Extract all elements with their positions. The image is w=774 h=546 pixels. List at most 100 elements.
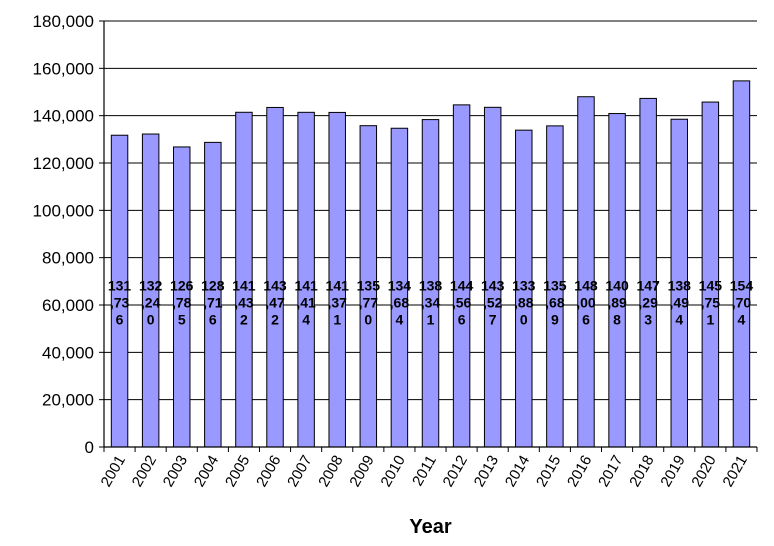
y-axis-ticks: 0 20,000 40,000 60,000 80,000 100,000 120,000 1… <box>33 12 104 457</box>
y-tick-label: 120,000 <box>33 154 94 173</box>
bar-value-label: 4 <box>738 312 746 328</box>
bar-value-label: ,34 <box>421 295 441 311</box>
x-tick-label: 2004 <box>191 453 222 490</box>
bar-value-label: 145 <box>699 278 723 294</box>
bar-value-label: ,43 <box>234 295 254 311</box>
y-tick-label: 180,000 <box>33 12 94 31</box>
bar-value-label: 2 <box>240 312 248 328</box>
bar-value-label: 138 <box>419 278 443 294</box>
x-tick-label: 2013 <box>471 453 502 490</box>
x-tick-label: 2012 <box>440 453 471 490</box>
bar-value-label: 2 <box>271 312 279 328</box>
x-axis-title: Year <box>409 516 451 538</box>
bar-value-label: 135 <box>357 278 381 294</box>
bar-value-label: 6 <box>209 312 217 328</box>
bar-value-label: ,29 <box>638 295 658 311</box>
bar-value-label: 9 <box>551 312 559 328</box>
bar-2020 <box>701 101 720 448</box>
bar-value-label: 135 <box>543 278 567 294</box>
bar-value-label: ,71 <box>203 295 223 311</box>
bar-value-label: 1 <box>333 312 341 328</box>
data-labels: 131,736132,240126,785128,716141,432143,4… <box>108 278 753 328</box>
bar-value-label: ,24 <box>141 295 161 311</box>
x-tick-label: 2015 <box>533 453 564 490</box>
bar-value-label: 4 <box>396 312 404 328</box>
x-tick-label: 2005 <box>222 453 253 490</box>
bar-value-label: 0 <box>364 312 372 328</box>
y-tick-label: 0 <box>85 438 94 457</box>
x-tick-label: 2002 <box>129 453 160 490</box>
x-tick-label: 2011 <box>409 453 440 489</box>
bar-value-label: 6 <box>116 312 124 328</box>
y-tick-label: 40,000 <box>42 343 94 362</box>
x-tick-label: 2019 <box>657 453 688 490</box>
bar-value-label: ,73 <box>110 295 130 311</box>
bar-value-label: 132 <box>139 278 163 294</box>
bar-value-label: 141 <box>326 278 350 294</box>
x-tick-label: 2021 <box>720 453 751 490</box>
bar-value-label: ,37 <box>327 295 347 311</box>
y-tick-label: 100,000 <box>33 201 94 220</box>
bar-2012 <box>452 104 471 448</box>
bar-value-label: 147 <box>636 278 660 294</box>
y-tick-label: 140,000 <box>33 107 94 126</box>
x-tick-label: 2007 <box>284 453 315 490</box>
bar-value-label: 3 <box>644 312 652 328</box>
bar-value-label: ,68 <box>545 295 565 311</box>
bar-value-label: ,49 <box>670 295 690 311</box>
bar-value-label: ,56 <box>452 295 472 311</box>
bar-value-label: ,52 <box>483 295 503 311</box>
bar-value-label: 5 <box>178 312 186 328</box>
bar-value-label: 7 <box>489 312 497 328</box>
bar-value-label: 133 <box>512 278 536 294</box>
bar-value-label: 4 <box>302 312 310 328</box>
bar-value-label: 141 <box>294 278 318 294</box>
bar-2021 <box>732 80 751 448</box>
y-tick-label: 20,000 <box>42 391 94 410</box>
bar-2018 <box>639 97 657 448</box>
x-axis-ticks: 2001 2002 2003 2004 2005 2006 2007 2008 2009 2010… <box>98 447 758 490</box>
bar-value-label: ,41 <box>296 295 316 311</box>
bar-value-label: 128 <box>201 278 225 294</box>
bar-value-label: 126 <box>170 278 194 294</box>
y-tick-label: 80,000 <box>42 249 94 268</box>
bar-value-label: ,75 <box>701 295 721 311</box>
bars <box>110 80 751 448</box>
bar-value-label: ,78 <box>172 295 192 311</box>
bar-value-label: 141 <box>232 278 256 294</box>
bar-value-label: ,70 <box>732 295 752 311</box>
x-tick-label: 2017 <box>595 453 626 490</box>
x-tick-label: 2018 <box>626 453 657 490</box>
x-tick-label: 2001 <box>98 453 129 490</box>
bar-value-label: 6 <box>582 312 590 328</box>
x-tick-label: 2003 <box>160 453 191 490</box>
bar-value-label: ,00 <box>576 295 596 311</box>
x-tick-label: 2009 <box>346 453 377 490</box>
bar-value-label: 134 <box>388 278 412 294</box>
bar-value-label: ,88 <box>514 295 534 311</box>
bar-value-label: 1 <box>427 312 435 328</box>
x-tick-label: 2016 <box>564 453 595 490</box>
bar-value-label: 140 <box>605 278 629 294</box>
bar-value-label: 6 <box>458 312 466 328</box>
bar-value-label: 0 <box>520 312 528 328</box>
x-tick-label: 2010 <box>377 453 408 490</box>
x-tick-label: 2008 <box>315 453 346 490</box>
x-tick-label: 2020 <box>688 453 719 490</box>
bar-value-label: 148 <box>574 278 598 294</box>
x-tick-label: 2014 <box>502 453 533 490</box>
bar-value-label: ,89 <box>607 295 627 311</box>
bar-value-label: ,68 <box>390 295 410 311</box>
bar-value-label: 143 <box>481 278 505 294</box>
bar-value-label: ,77 <box>359 295 379 311</box>
bar-value-label: 143 <box>263 278 287 294</box>
bar-value-label: 1 <box>706 312 714 328</box>
x-tick-label: 2006 <box>253 453 284 490</box>
bar-value-label: 8 <box>613 312 621 328</box>
bar-value-label: 0 <box>147 312 155 328</box>
bar-2016 <box>577 96 595 448</box>
bar-value-label: ,47 <box>265 295 285 311</box>
y-tick-label: 160,000 <box>33 59 94 78</box>
y-tick-label: 60,000 <box>42 296 94 315</box>
bar-value-label: 144 <box>450 278 474 294</box>
